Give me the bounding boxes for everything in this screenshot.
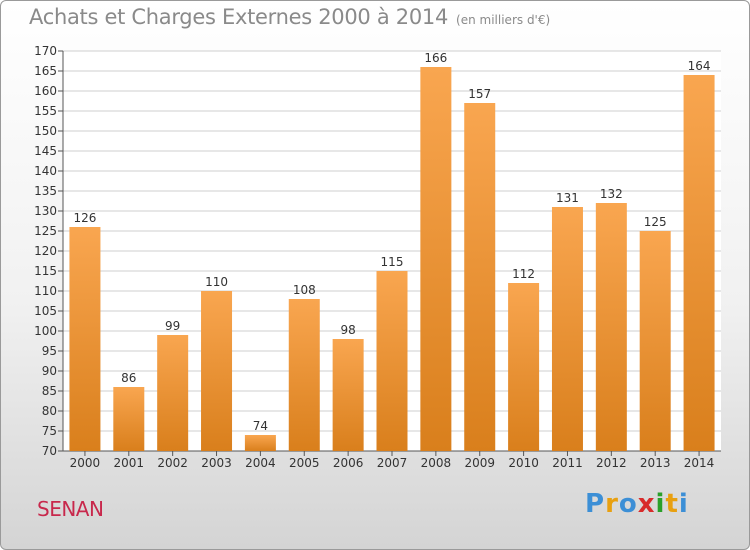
- logo-letter: t: [665, 489, 679, 519]
- y-tick-label: 150: [34, 124, 57, 138]
- bar-value-label: 157: [468, 87, 491, 101]
- x-tick-label: 2004: [245, 456, 276, 470]
- y-tick-label: 165: [34, 64, 57, 78]
- bar-value-label: 112: [512, 267, 535, 281]
- y-tick-label: 170: [34, 44, 57, 58]
- bar: [332, 339, 364, 451]
- y-tick-label: 140: [34, 164, 57, 178]
- x-tick-label: 2010: [508, 456, 539, 470]
- x-tick-label: 2000: [70, 456, 101, 470]
- bar: [639, 231, 671, 451]
- logo-letter: x: [637, 489, 656, 519]
- logo-letter: o: [618, 489, 638, 519]
- bar-value-label: 126: [73, 211, 96, 225]
- bar: [113, 387, 145, 451]
- bar: [508, 283, 540, 451]
- y-tick-label: 115: [34, 264, 57, 278]
- bar: [157, 335, 189, 451]
- y-tick-label: 155: [34, 104, 57, 118]
- bar-value-label: 164: [688, 59, 711, 73]
- bar: [551, 207, 583, 451]
- proxiti-logo: Proxiti: [585, 489, 689, 519]
- y-tick-label: 160: [34, 84, 57, 98]
- bar-value-label: 98: [340, 323, 355, 337]
- bar-value-label: 166: [424, 51, 447, 65]
- bar: [683, 75, 715, 451]
- logo-letter: i: [678, 489, 689, 519]
- bar-value-label: 110: [205, 275, 228, 289]
- bar: [288, 299, 320, 451]
- bar: [464, 103, 496, 451]
- x-tick-label: 2011: [552, 456, 583, 470]
- y-tick-label: 70: [42, 444, 57, 458]
- bar: [69, 227, 101, 451]
- x-tick-label: 2001: [114, 456, 145, 470]
- y-tick-label: 110: [34, 284, 57, 298]
- y-tick-label: 80: [42, 404, 57, 418]
- x-tick-label: 2008: [421, 456, 452, 470]
- y-tick-label: 90: [42, 364, 57, 378]
- x-tick-label: 2002: [157, 456, 188, 470]
- y-tick-label: 100: [34, 324, 57, 338]
- bar: [376, 271, 408, 451]
- commune-name: SENAN: [37, 497, 104, 521]
- bar: [595, 203, 627, 451]
- x-tick-label: 2013: [640, 456, 671, 470]
- bar-value-label: 99: [165, 319, 180, 333]
- bar-value-label: 86: [121, 371, 136, 385]
- bar-value-label: 108: [293, 283, 316, 297]
- y-tick-label: 145: [34, 144, 57, 158]
- chart-subtitle: (en milliers d'€): [456, 13, 551, 27]
- y-tick-label: 105: [34, 304, 57, 318]
- title-text: Achats et Charges Externes 2000 à 2014: [29, 5, 449, 29]
- y-tick-label: 120: [34, 244, 57, 258]
- x-tick-label: 2009: [464, 456, 495, 470]
- y-tick-label: 85: [42, 384, 57, 398]
- x-tick-label: 2007: [377, 456, 408, 470]
- x-tick-label: 2006: [333, 456, 364, 470]
- y-tick-label: 125: [34, 224, 57, 238]
- bar: [244, 435, 276, 451]
- x-tick-label: 2005: [289, 456, 320, 470]
- logo-letter: i: [655, 489, 666, 519]
- y-tick-label: 95: [42, 344, 57, 358]
- logo-letter: r: [605, 489, 619, 519]
- bar: [420, 67, 452, 451]
- bar-value-label: 131: [556, 191, 579, 205]
- bar-value-label: 74: [253, 419, 268, 433]
- x-tick-label: 2003: [201, 456, 232, 470]
- y-tick-label: 130: [34, 204, 57, 218]
- x-tick-label: 2012: [596, 456, 627, 470]
- bar-value-label: 132: [600, 187, 623, 201]
- y-tick-label: 75: [42, 424, 57, 438]
- bar-value-label: 125: [644, 215, 667, 229]
- x-tick-label: 2014: [684, 456, 715, 470]
- y-tick-label: 135: [34, 184, 57, 198]
- logo-letter: P: [585, 489, 606, 519]
- bar: [201, 291, 233, 451]
- chart-title: Achats et Charges Externes 2000 à 2014 (e…: [29, 5, 550, 29]
- bar-value-label: 115: [381, 255, 404, 269]
